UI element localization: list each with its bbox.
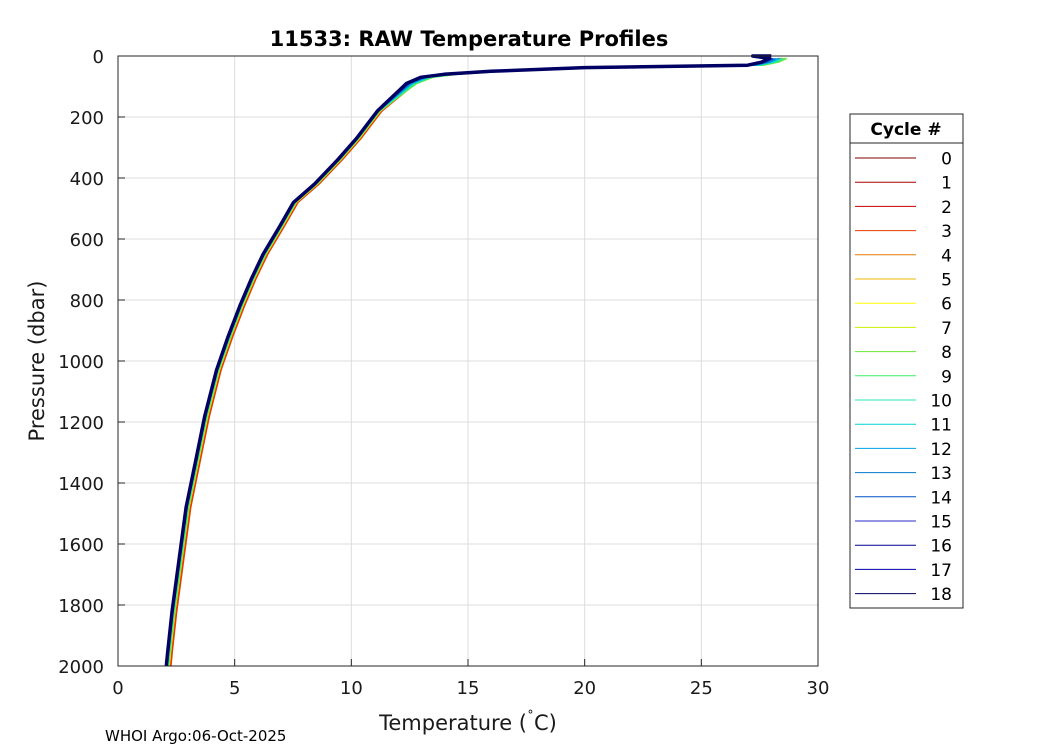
legend-label-cycle-6: 6 <box>941 295 952 315</box>
series-lines <box>164 54 788 667</box>
legend-label-cycle-2: 2 <box>941 198 952 218</box>
y-tick-label: 800 <box>70 291 104 312</box>
y-tick-label: 200 <box>70 108 104 129</box>
y-tick-label: 400 <box>70 169 104 190</box>
x-axis-label: Temperature (˚C) <box>378 709 557 735</box>
x-axis-label-degree: ˚ <box>527 709 534 726</box>
legend-label-cycle-1: 1 <box>941 174 952 194</box>
chart-title: 11533: RAW Temperature Profiles <box>270 27 669 51</box>
x-axis-label-text: Temperature ( <box>378 711 527 735</box>
x-tick-label: 0 <box>112 678 123 699</box>
y-tick-label: 1000 <box>58 352 104 373</box>
legend-label-cycle-18: 18 <box>930 585 952 605</box>
y-axis-label: Pressure (dbar) <box>25 281 49 442</box>
x-tick-label: 15 <box>457 678 480 699</box>
y-tick-label: 1800 <box>58 596 104 617</box>
legend-title: Cycle # <box>870 120 941 140</box>
series-line-cycle-18 <box>164 54 772 667</box>
legend-box <box>849 113 964 609</box>
x-ticks: 0 5 10 15 20 25 30 <box>112 659 829 699</box>
legend-label-cycle-8: 8 <box>941 343 952 363</box>
y-tick-label: 1400 <box>58 474 104 495</box>
y-ticks: 0 200 400 600 800 1000 1200 1400 1600 1800 2000 <box>58 47 125 678</box>
y-tick-label: 1200 <box>58 413 104 434</box>
legend-label-cycle-15: 15 <box>930 513 952 533</box>
footer-note: WHOI Argo:06-Oct-2025 <box>105 727 286 745</box>
y-tick-label: 600 <box>70 230 104 251</box>
x-tick-label: 20 <box>573 678 596 699</box>
legend-label-cycle-0: 0 <box>941 150 952 170</box>
legend-label-cycle-14: 14 <box>930 488 952 508</box>
legend-label-cycle-3: 3 <box>941 222 952 242</box>
legend-label-cycle-12: 12 <box>930 440 952 460</box>
plot-area: 0 5 10 15 20 25 30 0 200 400 600 800 1000 1200 1400 16… <box>58 47 829 699</box>
x-tick-label: 30 <box>807 678 830 699</box>
legend-label-cycle-13: 13 <box>930 464 952 484</box>
y-tick-label: 1600 <box>58 535 104 556</box>
y-tick-label: 0 <box>93 47 104 68</box>
x-axis-label-unit: C) <box>534 711 557 735</box>
legend-label-cycle-11: 11 <box>930 416 952 436</box>
legend-label-cycle-10: 10 <box>930 392 952 412</box>
x-tick-label: 25 <box>690 678 713 699</box>
x-tick-label: 5 <box>229 678 240 699</box>
legend-label-cycle-17: 17 <box>930 561 952 581</box>
legend-label-cycle-7: 7 <box>941 319 952 339</box>
legend-label-cycle-9: 9 <box>941 367 952 387</box>
legend-label-cycle-5: 5 <box>941 271 952 291</box>
legend-label-cycle-4: 4 <box>941 246 952 266</box>
y-tick-label: 2000 <box>58 657 104 678</box>
x-tick-label: 10 <box>340 678 363 699</box>
legend-label-cycle-16: 16 <box>930 537 952 557</box>
